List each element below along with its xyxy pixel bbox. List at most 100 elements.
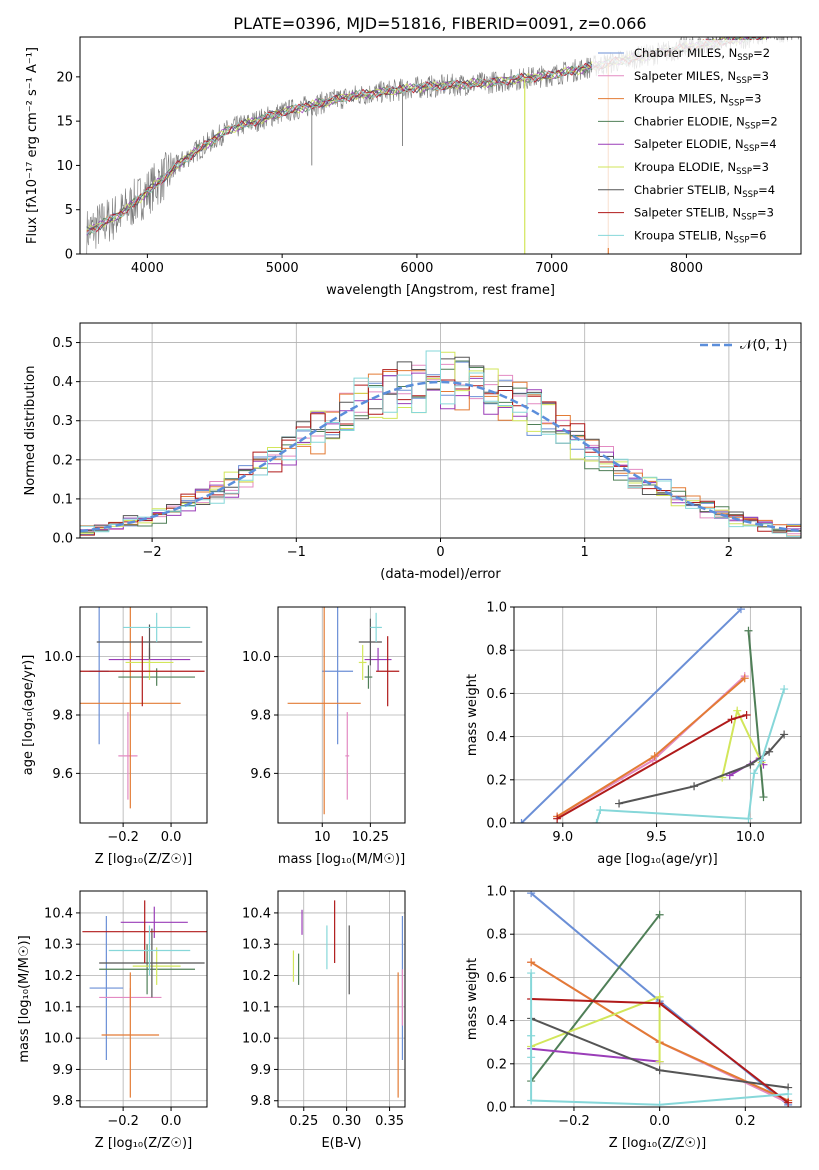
y-tick-label: 10.2 bbox=[242, 969, 271, 984]
y-tick-label: 0.1 bbox=[52, 492, 73, 507]
legend-entry: Salpeter STELIB, NSSP=3 bbox=[634, 206, 774, 223]
x-axis-label: wavelength [Angstrom, rest frame] bbox=[326, 283, 555, 298]
line-salpeter-elodie bbox=[531, 1047, 660, 1063]
x-tick-label: 0.35 bbox=[375, 1114, 404, 1129]
axes-frame bbox=[79, 36, 802, 255]
y-tick-label: 0.5 bbox=[52, 336, 73, 351]
y-axis-label: Normed distribution bbox=[23, 366, 38, 496]
panel-mass-vs-z: −0.2 0.0 9.8 9.9 10.0 10.1 10.2 10.3 10.4 Z [log₁… bbox=[17, 890, 208, 1151]
y-tick-label: 10.1 bbox=[44, 1000, 73, 1015]
line-kroupa-stelib bbox=[530, 973, 789, 1106]
y-tick-label: 0 bbox=[65, 248, 73, 263]
marker-kroupa-stelib bbox=[750, 769, 759, 778]
marker-kroupa-stelib bbox=[780, 685, 789, 694]
y-tick-label: 15 bbox=[56, 115, 73, 130]
y-tick-label: 0.0 bbox=[52, 532, 73, 547]
y-axis-label: Flux [fλ10⁻¹⁷ erg cm⁻² s⁻¹ A⁻¹] bbox=[25, 47, 40, 244]
line-chabrier-elodie bbox=[747, 630, 765, 798]
x-tick-label: 4000 bbox=[131, 261, 164, 276]
marker-kroupa-elodie bbox=[655, 1057, 664, 1066]
y-tick-label: 5 bbox=[65, 203, 73, 218]
x-tick-label: 10 bbox=[314, 830, 331, 845]
line-chabrier-elodie bbox=[530, 914, 661, 1082]
plot-area bbox=[80, 350, 801, 537]
line-kroupa-stelib bbox=[595, 688, 786, 823]
x-tick-label: 5000 bbox=[266, 261, 299, 276]
marker-kroupa-miles bbox=[740, 674, 749, 683]
panel-spectrum: Chabrier MILES, NSSP=2 Salpeter MILES, NS… bbox=[25, 36, 802, 298]
x-tick-label: 0.0 bbox=[161, 830, 182, 845]
y-tick-label: 0.4 bbox=[486, 1014, 507, 1029]
legend-box bbox=[592, 40, 797, 248]
plot-area bbox=[80, 607, 205, 809]
line-chabrier-miles bbox=[520, 608, 742, 823]
x-tick-label: 0.0 bbox=[161, 1114, 182, 1129]
y-tick-label: 1.0 bbox=[486, 885, 507, 900]
y-axis-label: mass weight bbox=[465, 674, 480, 756]
marker-salpeter-stelib bbox=[742, 711, 751, 719]
y-tick-label: 9.8 bbox=[52, 1094, 73, 1109]
marker-kroupa-stelib bbox=[527, 1031, 536, 1040]
y-tick-label: 0.0 bbox=[486, 817, 507, 832]
x-tick-label: 2 bbox=[725, 545, 733, 560]
y-axis-label: mass weight bbox=[465, 958, 480, 1040]
x-tick-label: 10.0 bbox=[736, 830, 765, 845]
grid bbox=[278, 891, 405, 1107]
y-tick-label: 0.6 bbox=[486, 971, 507, 986]
x-axis-label: Z [log₁₀(Z/Z☉)] bbox=[95, 852, 192, 867]
x-tick-label: 1 bbox=[581, 545, 589, 560]
panel-mass-vs-ebv: 0.25 0.30 0.35 9.8 9.9 10.0 10.1 10.2 10.3 10.4 E(… bbox=[242, 890, 406, 1151]
y-tick-label: 1.0 bbox=[486, 601, 507, 616]
panel-weight-vs-z: −0.2 0.0 0.2 0.0 0.2 0.4 0.6 0.8 1.0 Z [log₁₀(Z/Z… bbox=[465, 885, 802, 1151]
y-tick-label: 0.2 bbox=[486, 1057, 507, 1072]
gaussian-curve bbox=[80, 380, 801, 533]
line-salpeter-stelib bbox=[556, 714, 747, 820]
y-tick-label: 9.6 bbox=[52, 767, 73, 782]
y-tick-label: 10.4 bbox=[242, 906, 271, 921]
plot-area bbox=[527, 891, 793, 1107]
y-tick-label: 0.8 bbox=[486, 928, 507, 943]
x-axis-label: mass [log₁₀(M/M☉)] bbox=[278, 852, 405, 867]
y-tick-label: 0.6 bbox=[486, 687, 507, 702]
panel-age-vs-mass: 10 10.25 9.6 9.8 10.0 mass [log₁₀(M/M☉)] bbox=[242, 606, 406, 867]
y-tick-label: 10.4 bbox=[44, 906, 73, 921]
y-tick-label: 10.2 bbox=[44, 969, 73, 984]
marker-chabrier-stelib bbox=[690, 782, 699, 791]
axes-frame bbox=[513, 606, 802, 824]
marker-salpeter-stelib bbox=[553, 814, 562, 823]
marker-kroupa-elodie bbox=[733, 706, 742, 715]
legend-entry: 𝒩(0, 1) bbox=[740, 338, 787, 353]
x-tick-label: 9.0 bbox=[552, 830, 573, 845]
y-tick-label: 9.8 bbox=[250, 709, 271, 724]
y-axis-label: mass [log₁₀(M/M☉)] bbox=[17, 935, 32, 1062]
grid bbox=[80, 891, 207, 1107]
marker-kroupa-miles bbox=[650, 752, 659, 761]
y-tick-label: 9.6 bbox=[250, 767, 271, 782]
marker-kroupa-stelib bbox=[592, 819, 601, 823]
panel-residual-hist: 𝒩(0, 1) −2 −1 0 1 2 0.0 0.1 0.2 0.3 0.4 0.5 (data-mo… bbox=[23, 322, 802, 582]
legend-entry: Kroupa MILES, NSSP=3 bbox=[634, 92, 761, 109]
y-tick-label: 20 bbox=[56, 70, 73, 85]
marker-kroupa-stelib bbox=[527, 1053, 536, 1062]
plot-area bbox=[517, 607, 789, 823]
y-tick-label: 0.0 bbox=[486, 1101, 507, 1116]
grid bbox=[514, 606, 801, 824]
y-tick-label: 0.2 bbox=[486, 773, 507, 788]
plot-area bbox=[292, 900, 404, 1098]
marker-salpeter-stelib bbox=[727, 715, 736, 724]
y-tick-label: 0.8 bbox=[486, 644, 507, 659]
y-tick-label: 9.8 bbox=[250, 1094, 271, 1109]
marker-salpeter-stelib bbox=[655, 999, 664, 1008]
x-tick-label: 10.25 bbox=[352, 830, 389, 845]
panel-age-vs-z: −0.2 0.0 9.6 9.8 10.0 Z [log₁₀(Z/Z☉)] age [log… bbox=[21, 606, 208, 867]
y-axis-label: age [log₁₀(age/yr)] bbox=[21, 655, 36, 776]
x-axis-label: (data-model)/error bbox=[380, 567, 501, 582]
marker-chabrier-miles bbox=[736, 607, 745, 614]
x-tick-label: 0.25 bbox=[289, 1114, 318, 1129]
y-tick-label: 10 bbox=[56, 159, 73, 174]
marker-chabrier-stelib bbox=[615, 799, 624, 808]
figure-title: PLATE=0396, MJD=51816, FIBERID=0091, z=0… bbox=[233, 14, 646, 33]
axes-frame bbox=[513, 890, 802, 1108]
x-tick-label: 8000 bbox=[670, 261, 703, 276]
